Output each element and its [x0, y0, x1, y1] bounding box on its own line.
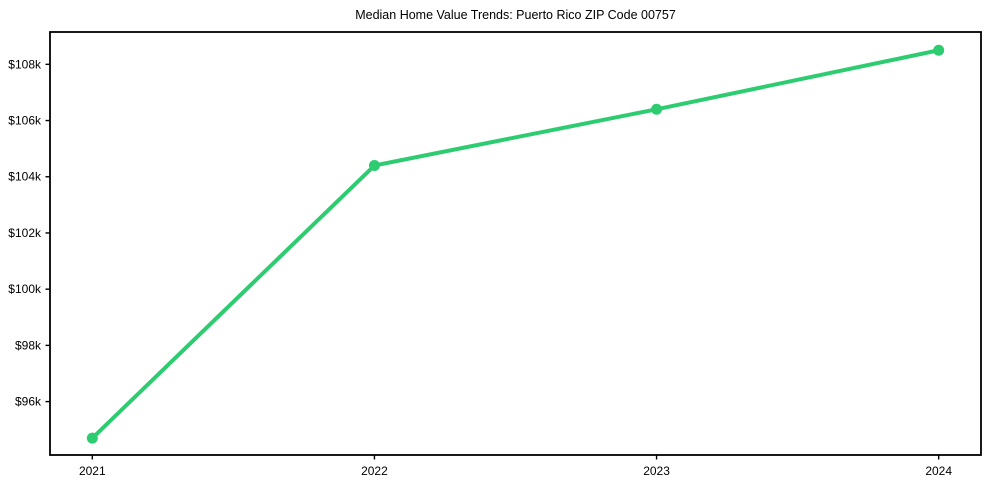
data-point [651, 103, 663, 115]
y-tick-label: $102k [8, 226, 42, 240]
trend-line [90, 48, 941, 441]
x-tick-label: 2023 [643, 464, 670, 478]
data-point [86, 432, 98, 444]
y-tick-label: $108k [8, 57, 42, 71]
y-tick-label: $100k [8, 282, 42, 296]
y-tick-label: $106k [8, 114, 42, 128]
plot-border [49, 31, 982, 456]
y-tick-label: $96k [15, 395, 42, 409]
y-tick-label: $104k [8, 170, 42, 184]
x-tick-label: 2022 [361, 464, 388, 478]
data-point [933, 44, 945, 56]
data-point [368, 160, 380, 172]
y-tick-label: $98k [15, 338, 42, 352]
x-tick-label: 2021 [79, 464, 106, 478]
x-tick-label: 2024 [925, 464, 952, 478]
chart-title: Median Home Value Trends: Puerto Rico ZI… [355, 8, 676, 22]
